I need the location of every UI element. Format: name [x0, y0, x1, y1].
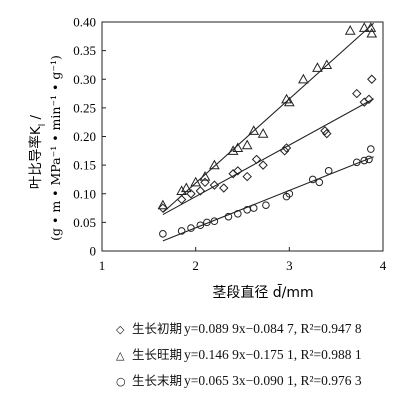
- point-circle: [308, 175, 317, 184]
- y-axis-label: 叶比导率Kl / (g • m • MPa⁻¹ • min⁻¹ • g⁻¹): [27, 55, 63, 241]
- point-triangle: [227, 145, 239, 155]
- point-circle: [159, 230, 167, 238]
- point-diamond: [209, 180, 220, 190]
- y-axis-unit: (g • m • MPa⁻¹ • min⁻¹ • g⁻¹): [48, 55, 63, 241]
- legend-label-early: 生长初期: [132, 321, 183, 336]
- point-triangle: [209, 159, 220, 170]
- fit-line-circle: [162, 156, 374, 242]
- y-axis-label-sub: l: [38, 124, 48, 127]
- point-triangle: [157, 199, 169, 210]
- svg-text:叶比导率Kl /: 叶比导率Kl /: [27, 114, 48, 189]
- plot-border: [101, 21, 384, 252]
- legend-label-peak: 生长旺期: [132, 347, 183, 362]
- y-tick-label: 0.40: [73, 15, 96, 30]
- point-diamond: [367, 74, 377, 84]
- y-tick-label: 0.35: [73, 43, 96, 58]
- point-circle: [203, 218, 211, 227]
- point-triangle: [257, 128, 269, 138]
- point-diamond: [322, 128, 332, 139]
- legend-entry-late: ○ 生长末期 y=0.065 3x−0.090 1, R²=0.976 3: [116, 370, 362, 389]
- legend-entry-peak: △ 生长旺期 y=0.146 9x−0.175 1, R²=0.988 1: [116, 344, 362, 363]
- point-diamond: [195, 186, 206, 196]
- point-circle: [234, 209, 242, 218]
- point-circle: [285, 189, 294, 198]
- y-axis-ticks: 0 0.05 0.10 0.15 0.20 0.25 0.30 0.35 0.40: [73, 15, 106, 259]
- point-triangle: [312, 62, 323, 72]
- point-triangle: [298, 73, 309, 84]
- point-diamond: [233, 166, 243, 176]
- data-points: [157, 22, 378, 238]
- triangle-icon: △: [116, 349, 125, 362]
- x-tick-label: 3: [286, 258, 293, 273]
- point-diamond: [279, 146, 290, 156]
- point-circle: [360, 156, 369, 165]
- fit-line-triangle: [162, 22, 375, 213]
- point-circle: [224, 212, 233, 221]
- x-axis-label: 茎段直径 d̄/mm: [212, 283, 313, 301]
- point-diamond: [158, 203, 168, 213]
- x-tick-label: 2: [192, 258, 199, 273]
- plot-frame: [101, 21, 384, 252]
- point-triangle: [190, 176, 202, 187]
- point-triangle: [180, 182, 192, 193]
- point-triangle: [344, 25, 356, 35]
- point-diamond: [352, 88, 362, 99]
- point-triangle: [366, 27, 378, 38]
- point-circle: [187, 224, 195, 232]
- y-tick-label: 0.15: [73, 158, 96, 173]
- point-circle: [352, 158, 361, 167]
- x-tick-label: 1: [99, 258, 106, 273]
- fit-lines: [162, 22, 375, 242]
- point-triangle: [241, 139, 253, 150]
- point-diamond: [242, 171, 252, 182]
- point-triangle: [321, 59, 333, 70]
- y-tick-label: 0: [90, 244, 97, 259]
- point-circle: [196, 221, 205, 230]
- point-diamond: [200, 177, 210, 188]
- point-circle: [262, 201, 270, 209]
- point-circle: [367, 145, 375, 153]
- y-tick-label: 0.10: [73, 186, 96, 201]
- legend-equation-early: y=0.089 9x−0.084 7, R²=0.947 8: [184, 321, 362, 336]
- fit-line-diamond: [162, 98, 374, 216]
- point-circle: [315, 178, 324, 187]
- point-diamond: [219, 183, 229, 193]
- y-tick-label: 0.30: [73, 72, 96, 87]
- y-tick-label: 0.25: [73, 100, 96, 115]
- point-triangle: [248, 125, 260, 135]
- point-diamond: [186, 189, 196, 199]
- y-tick-label: 0.05: [73, 215, 96, 230]
- point-triangle: [283, 96, 295, 107]
- legend-equation-peak: y=0.146 9x−0.175 1, R²=0.988 1: [184, 347, 362, 362]
- legend-label-late: 生长末期: [132, 373, 183, 388]
- point-circle: [249, 204, 258, 212]
- point-diamond: [281, 143, 292, 153]
- point-circle: [210, 217, 219, 226]
- point-triangle: [199, 171, 211, 181]
- legend-equation-late: y=0.065 3x−0.090 1, R²=0.976 3: [184, 373, 362, 388]
- y-axis-label-end: /: [28, 114, 44, 123]
- legend-entry-early: ◇ 生长初期 y=0.089 9x−0.084 7, R²=0.947 8: [116, 318, 362, 337]
- diamond-icon: ◇: [116, 323, 125, 336]
- point-circle: [177, 227, 186, 235]
- point-diamond: [364, 94, 374, 104]
- circle-icon: ○: [116, 375, 126, 388]
- point-diamond: [320, 126, 330, 136]
- point-triangle: [176, 185, 187, 195]
- point-circle: [365, 155, 373, 164]
- point-circle: [324, 167, 333, 175]
- point-triangle: [358, 22, 370, 32]
- y-axis-label-main: 叶比导率K: [27, 125, 44, 189]
- point-diamond: [176, 194, 187, 205]
- point-diamond: [258, 160, 268, 170]
- x-tick-label: 4: [380, 258, 387, 273]
- point-triangle: [232, 142, 244, 153]
- y-tick-label: 0.20: [73, 129, 96, 144]
- point-diamond: [251, 154, 262, 165]
- x-axis-ticks: 1 2 3 4: [99, 247, 387, 273]
